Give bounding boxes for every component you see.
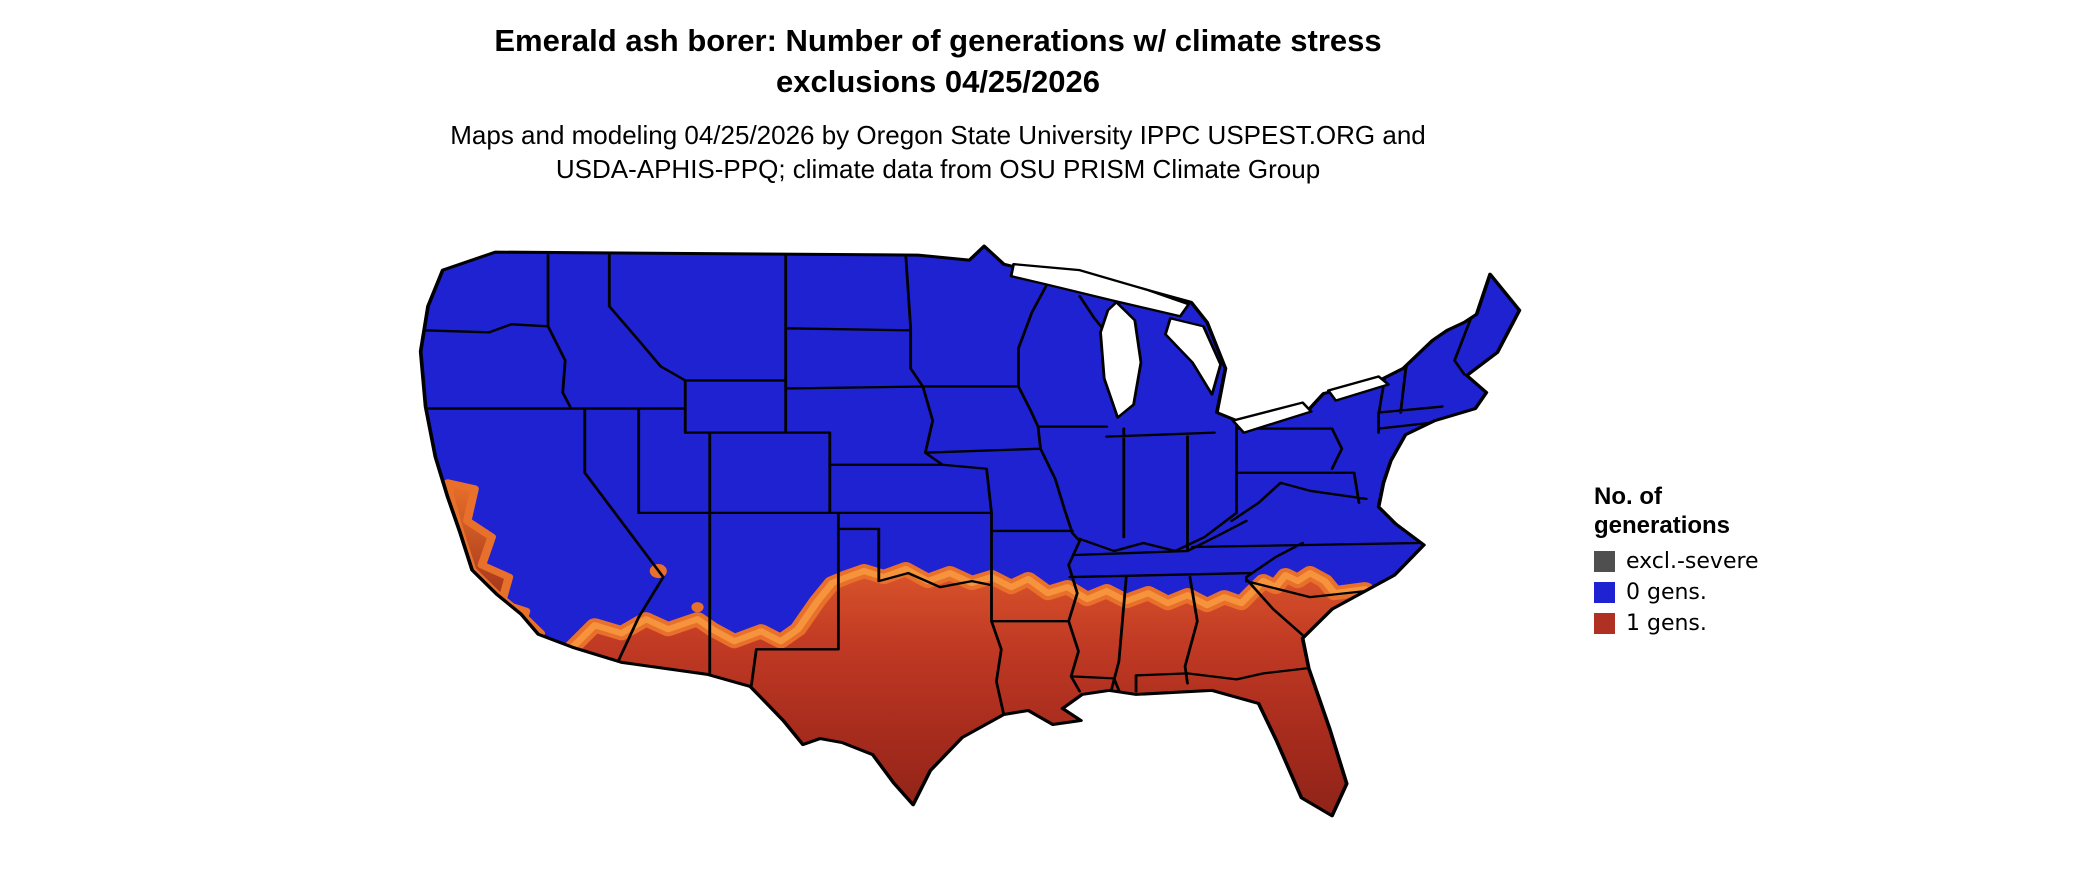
legend-swatch-one-gen — [1594, 613, 1615, 634]
map-legend: No. of generations excl.-severe 0 gens. … — [1594, 482, 1854, 642]
great-lakes — [1009, 262, 1390, 434]
legend-label-one-gen: 1 gens. — [1626, 611, 1707, 636]
legend-item-zero-gens: 0 gens. — [1594, 580, 1854, 605]
figure-subtitle: Maps and modeling 04/25/2026 by Oregon S… — [0, 118, 1876, 186]
lake-michigan — [1099, 301, 1143, 419]
one-generation-zone — [572, 569, 1366, 816]
legend-title-line-1: No. of — [1594, 483, 1662, 510]
lake-erie — [1231, 401, 1313, 434]
lake-ontario — [1326, 375, 1390, 402]
legend-items: excl.-severe 0 gens. 1 gens. — [1594, 549, 1854, 636]
subtitle-line-1: Maps and modeling 04/25/2026 by Oregon S… — [450, 120, 1426, 150]
figure-title: Emerald ash borer: Number of generations… — [0, 20, 1876, 102]
legend-swatch-zero-gens — [1594, 582, 1615, 603]
us-map — [418, 244, 1522, 818]
legend-title: No. of generations — [1594, 482, 1854, 540]
legend-title-line-2: generations — [1594, 512, 1731, 539]
title-line-2: exclusions 04/25/2026 — [775, 64, 1100, 99]
legend-label-excl-severe: excl.-severe — [1626, 549, 1759, 574]
legend-swatch-excl-severe — [1594, 551, 1615, 572]
orange-patch — [691, 602, 704, 613]
lake-huron — [1164, 317, 1222, 396]
state-borders — [421, 253, 1474, 716]
legend-item-one-gen: 1 gens. — [1594, 611, 1854, 636]
legend-label-zero-gens: 0 gens. — [1626, 580, 1707, 605]
legend-item-excl-severe: excl.-severe — [1594, 549, 1854, 574]
title-line-1: Emerald ash borer: Number of generations… — [494, 23, 1382, 58]
subtitle-line-2: USDA-APHIS-PPQ; climate data from OSU PR… — [555, 154, 1321, 184]
lake-superior — [1009, 262, 1191, 318]
